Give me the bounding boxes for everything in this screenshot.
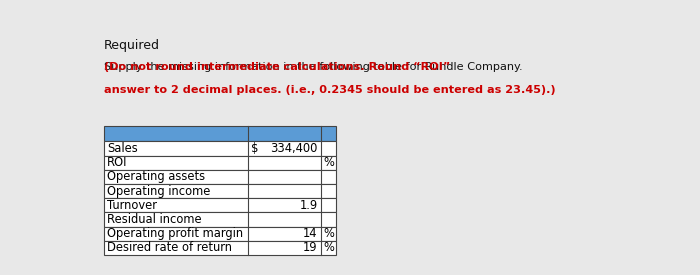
Text: 14: 14 [303,227,318,240]
Text: (Do not round intermediate calculations. Round “ROI”: (Do not round intermediate calculations.… [104,62,450,72]
Text: %: % [323,156,334,169]
Text: Supply the missing information in the following table for Rundle Company.: Supply the missing information in the fo… [0,274,1,275]
Text: Required: Required [0,274,1,275]
Text: %: % [323,227,334,240]
Text: Supply the missing information in the following table for Rundle Company. (Do no: Supply the missing information in the fo… [0,274,1,275]
Text: Operating profit margin: Operating profit margin [107,227,243,240]
Bar [104,170,336,184]
Bar [104,227,336,241]
Text: Turnover: Turnover [107,199,157,212]
Text: 19: 19 [303,241,318,254]
Text: Supply the missing information in the following table for Rundle Company.: Supply the missing information in the fo… [104,62,526,72]
Text: 334,400: 334,400 [270,142,318,155]
Text: Residual income: Residual income [107,213,202,226]
Text: 1.9: 1.9 [300,199,318,212]
Text: Desired rate of return: Desired rate of return [107,241,232,254]
Text: ROI: ROI [107,156,127,169]
Text: Operating income: Operating income [107,185,211,197]
Text: $: $ [251,142,258,155]
Bar [104,241,336,255]
Text: answer to 2 decimal places. (i.e., 0.2345 should be entered as 23.45).): answer to 2 decimal places. (i.e., 0.234… [0,274,1,275]
Bar [104,141,336,156]
Text: Supply the missing information in the following table for Rundle Company.: Supply the missing information in the fo… [0,274,1,275]
Text: Sales: Sales [107,142,138,155]
Bar [104,198,336,212]
Text: %: % [323,241,334,254]
Bar [104,156,336,170]
Text: answer to 2 decimal places. (i.e., 0.2345 should be entered as 23.45).): answer to 2 decimal places. (i.e., 0.234… [104,85,555,95]
Bar [104,212,336,227]
Text: Supply the missing information in the following table for Rundle Company.: Supply the missing information in the fo… [0,274,1,275]
Text: Required: Required [104,39,160,52]
Bar [104,126,336,141]
Bar [104,184,336,198]
Text: Operating assets: Operating assets [107,170,205,183]
